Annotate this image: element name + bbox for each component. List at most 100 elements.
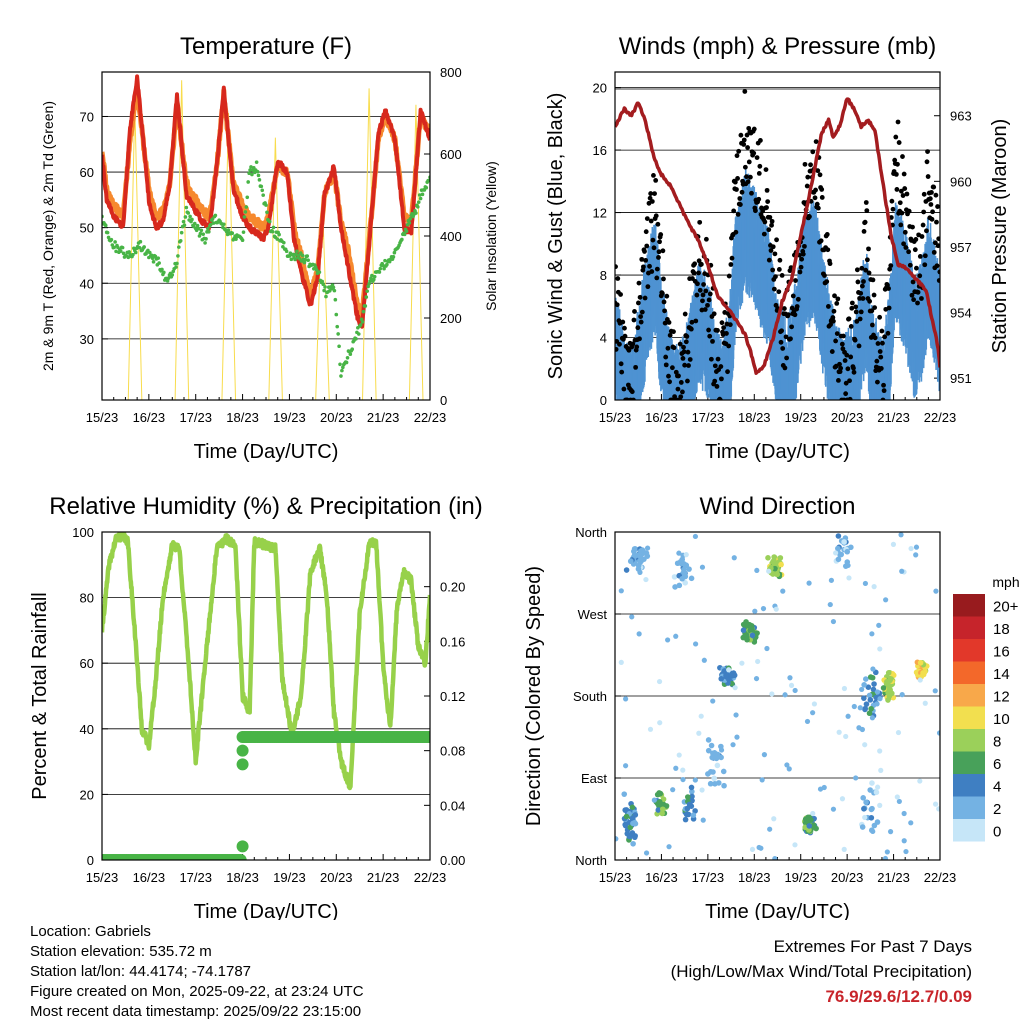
gust-point xyxy=(642,249,647,254)
direction-point xyxy=(718,675,725,682)
legend-swatch xyxy=(953,616,985,639)
x-tick-label: 18/23 xyxy=(738,870,771,885)
td-point xyxy=(294,252,298,257)
y-tick-label: 100 xyxy=(72,525,94,540)
latlon-text: Station lat/lon: 44.4174; -74.1787 xyxy=(30,963,252,980)
direction-point xyxy=(701,657,707,663)
direction-point xyxy=(836,729,842,735)
gust-point xyxy=(793,278,798,283)
y-tick-label: North xyxy=(575,525,607,540)
gust-point xyxy=(835,296,841,302)
direction-point xyxy=(877,802,883,808)
td-point xyxy=(105,230,110,235)
y2-tick-label: 200 xyxy=(440,311,462,326)
gust-point xyxy=(824,231,830,237)
direction-point xyxy=(636,631,642,637)
chart-panel-3: Relative Humidity (%) & Precipitation (i… xyxy=(29,493,483,920)
gust-point xyxy=(936,236,940,242)
td-point xyxy=(339,374,343,378)
direction-point xyxy=(666,844,672,850)
gust-point xyxy=(662,320,668,326)
direction-point xyxy=(861,695,867,701)
gust-point xyxy=(934,219,939,225)
direction-point xyxy=(710,698,716,704)
td-point xyxy=(416,200,421,204)
gust-point xyxy=(769,218,775,224)
gust-point xyxy=(712,363,718,369)
gust-point xyxy=(890,206,896,212)
td-point xyxy=(250,172,254,177)
gust-point xyxy=(838,365,844,371)
direction-point xyxy=(754,567,760,574)
td-point xyxy=(282,240,286,245)
direction-point xyxy=(630,840,636,847)
td-point xyxy=(324,294,328,299)
td-point xyxy=(156,256,161,260)
td-point xyxy=(127,250,131,254)
direction-point xyxy=(830,618,837,625)
direction-point xyxy=(682,580,689,586)
td-point xyxy=(242,215,247,219)
gust-point xyxy=(802,243,807,249)
direction-point xyxy=(623,763,629,769)
legend-label: 2 xyxy=(993,801,1001,818)
direction-point xyxy=(623,696,629,702)
td-point xyxy=(265,210,269,215)
gust-point xyxy=(682,311,688,317)
gust-point xyxy=(817,172,823,178)
legend-label: 4 xyxy=(993,778,1001,795)
extremes-title: Extremes For Past 7 Days xyxy=(773,937,972,956)
direction-point xyxy=(839,796,846,802)
gust-point xyxy=(857,316,863,322)
y2-tick-label: 954 xyxy=(950,306,972,321)
gust-point xyxy=(691,270,697,276)
gust-point xyxy=(615,302,620,308)
td-point xyxy=(118,249,123,253)
gust-point xyxy=(636,280,642,286)
direction-point xyxy=(627,558,634,565)
direction-point xyxy=(720,768,727,775)
y-tick-label: 20 xyxy=(80,787,94,802)
x-tick-label: 15/23 xyxy=(86,410,119,425)
plot-frame xyxy=(101,531,431,861)
gust-point xyxy=(641,264,646,270)
gust-point xyxy=(639,309,645,315)
td-point xyxy=(340,368,344,373)
y-axis-label: 2m & 9m T (Red, Orange) & 2m Td (Green) xyxy=(40,101,56,371)
y-axis-label: Sonic Wind & Gust (Blue, Black) xyxy=(545,93,567,380)
gust-point xyxy=(684,334,690,339)
gust-point xyxy=(805,174,811,180)
direction-point xyxy=(692,777,698,783)
gust-point xyxy=(620,319,626,325)
gust-point xyxy=(760,208,766,214)
gust-point xyxy=(763,167,769,173)
gust-point xyxy=(813,187,818,193)
legend-label: 0 xyxy=(993,823,1001,840)
gust-point xyxy=(854,318,860,324)
direction-point xyxy=(659,810,665,817)
legend-swatch xyxy=(953,661,985,684)
gust-point xyxy=(917,273,923,279)
plot-area xyxy=(615,532,940,860)
gust-point xyxy=(644,243,650,249)
extremes-subtitle: (High/Low/Max Wind/Total Precipitation) xyxy=(670,962,972,981)
x-tick-label: 21/23 xyxy=(367,410,400,425)
gust-point xyxy=(790,293,796,299)
td-point xyxy=(407,221,412,225)
direction-point xyxy=(901,810,907,817)
gust-point xyxy=(622,333,628,339)
direction-point xyxy=(622,821,629,828)
gust-point xyxy=(900,193,906,198)
direction-point xyxy=(689,793,695,800)
direction-point xyxy=(792,687,798,694)
gust-point xyxy=(853,304,859,310)
plot-frame xyxy=(614,531,941,861)
gust-point xyxy=(644,216,650,222)
y2-tick-label: 0.00 xyxy=(440,853,465,868)
direction-point xyxy=(656,678,663,685)
gust-point xyxy=(772,251,778,257)
pressure-line xyxy=(615,97,940,375)
direction-point xyxy=(859,824,866,830)
direction-point xyxy=(827,601,833,608)
direction-point xyxy=(874,701,880,707)
